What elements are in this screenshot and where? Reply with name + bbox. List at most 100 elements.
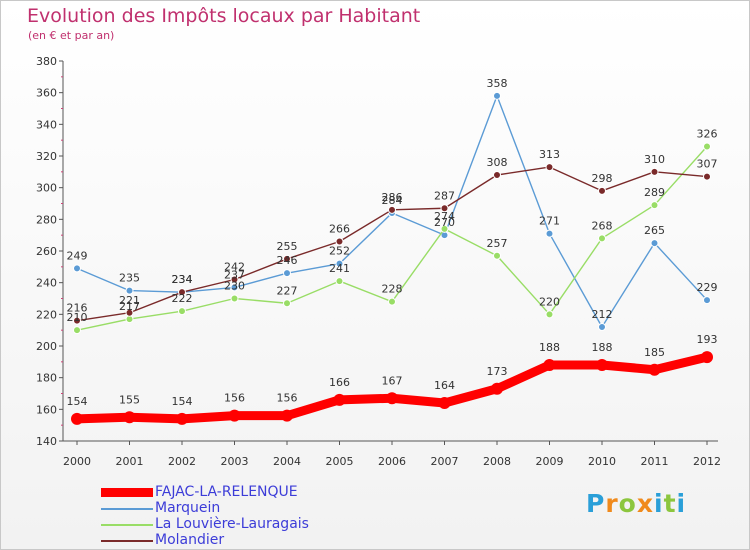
legend-label-molandier: Molandier [155,532,225,548]
data-label: 286 [382,191,403,204]
data-point [176,412,188,425]
data-label: 216 [67,302,88,315]
data-label: 234 [172,273,193,286]
legend-swatch-fajac [101,488,153,497]
legend-label-louviere: La Louvière-Lauragais [155,516,309,532]
data-label: 222 [172,292,193,305]
x-tick-label: 2010 [588,455,616,468]
series-fajac-la-relenque [71,351,713,425]
y-tick-label: 200 [36,340,57,353]
data-point [281,409,293,422]
y-tick-label: 260 [36,245,57,258]
data-label: 230 [224,280,245,293]
data-point [335,277,344,286]
data-point [650,167,659,176]
data-label: 154 [67,395,88,408]
legend-label-marquein: Marquein [155,500,221,516]
x-tick-label: 2000 [63,455,91,468]
x-tick-label: 2006 [378,455,406,468]
data-point [283,299,291,308]
data-point [440,204,449,213]
data-point [388,297,396,306]
data-label: 173 [487,365,508,378]
data-point [335,237,344,246]
y-tick-label: 300 [36,182,57,195]
data-point [388,205,396,214]
data-label: 185 [644,346,665,359]
data-point [230,275,239,284]
x-tick-label: 2009 [536,455,564,468]
x-tick-label: 2005 [326,455,354,468]
data-point [701,351,713,364]
data-point [73,264,81,273]
chart-title: Evolution des Impôts locaux par Habitant [27,5,421,27]
data-label: 284 [382,194,403,207]
data-point [73,326,81,335]
data-point [178,288,186,297]
data-label: 156 [277,392,298,405]
data-label: 166 [329,376,350,389]
data-point [491,382,503,395]
x-tick-label: 2004 [273,455,301,468]
data-label: 249 [67,249,88,262]
data-point [493,91,501,100]
data-label: 156 [224,392,245,405]
data-label: 188 [539,341,560,354]
legend-label-fajac: FAJAC-LA-RELENQUE [155,484,298,500]
data-point [493,251,501,260]
y-tick-label: 360 [36,87,57,100]
x-tick-label: 2012 [693,455,721,468]
data-point [283,254,291,263]
data-label: 212 [592,308,613,321]
data-point [650,239,659,248]
x-tick-label: 2011 [641,455,669,468]
data-label: 210 [67,311,88,324]
data-label: 313 [539,148,560,161]
data-point [598,234,606,243]
data-point [440,224,449,233]
data-label: 255 [277,240,298,253]
data-label: 308 [487,156,508,169]
legend-swatch-molandier [101,540,153,542]
data-point [493,171,501,179]
data-point [333,393,346,406]
data-label: 235 [119,272,140,285]
legend-swatch-marquein [101,508,153,510]
data-label: 164 [434,379,455,392]
data-point [543,359,556,371]
data-label: 234 [172,273,193,286]
data-label: 193 [697,333,718,346]
data-label: 289 [644,186,665,199]
data-label: 229 [697,281,718,294]
data-label: 270 [434,216,455,229]
data-point [283,269,291,278]
data-label: 154 [172,395,193,408]
data-point [648,363,661,376]
data-point [73,316,81,325]
data-label: 257 [487,237,508,250]
x-tick-label: 2001 [116,455,144,468]
data-point [703,296,711,305]
data-point [228,409,241,422]
data-label: 307 [697,158,718,171]
series-line [76,352,709,424]
data-point [598,323,606,331]
y-tick-label: 340 [36,118,57,131]
x-tick-label: 2007 [431,455,459,468]
data-label: 298 [592,172,613,185]
data-label: 274 [434,210,455,223]
data-point [125,286,134,295]
data-label: 268 [592,219,613,232]
data-label: 310 [644,153,665,166]
proxiti-logo: Proxiti [586,489,687,518]
data-label: 266 [329,223,350,236]
data-label: 155 [119,393,140,406]
data-point [386,392,398,405]
data-point [230,294,239,303]
data-point [545,310,554,319]
data-label: 227 [277,284,298,297]
chart-subtitle: (en € et par an) [28,29,115,42]
y-tick-label: 180 [36,372,57,385]
